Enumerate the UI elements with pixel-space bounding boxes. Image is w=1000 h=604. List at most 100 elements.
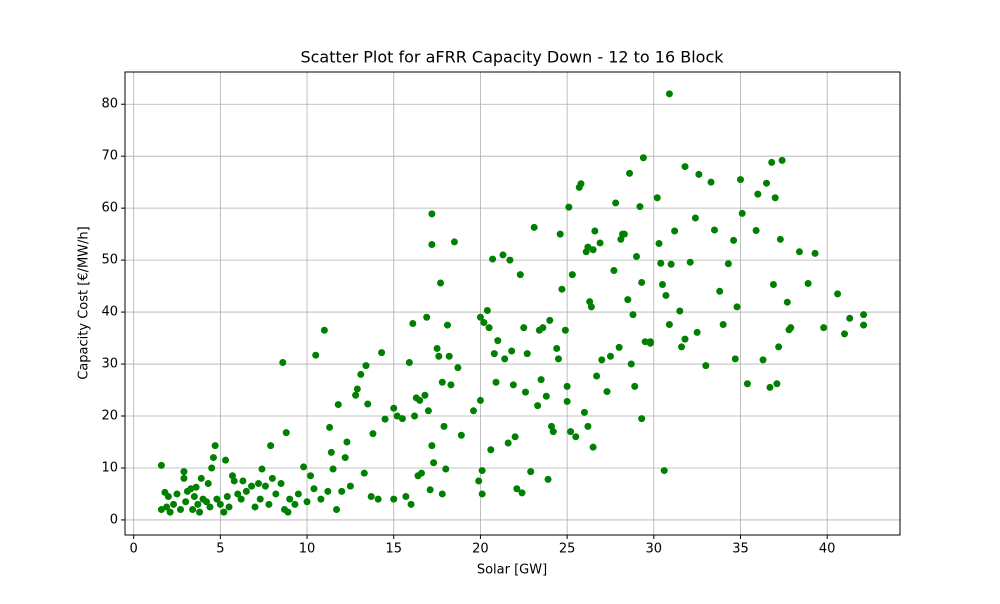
point xyxy=(860,311,868,319)
point xyxy=(411,412,419,420)
point xyxy=(662,291,670,299)
point xyxy=(469,407,477,415)
point xyxy=(267,442,275,450)
point xyxy=(202,498,210,506)
point xyxy=(509,381,517,389)
point xyxy=(795,248,803,256)
point xyxy=(629,311,637,319)
chart-title: Scatter Plot for aFRR Capacity Down - 12… xyxy=(300,48,724,67)
point xyxy=(567,428,575,436)
point xyxy=(738,209,746,217)
point xyxy=(320,326,328,334)
point xyxy=(775,343,783,351)
point xyxy=(546,316,554,324)
point xyxy=(223,493,231,501)
point xyxy=(440,422,448,430)
point xyxy=(778,156,786,164)
point xyxy=(367,493,375,501)
point xyxy=(445,352,453,360)
point xyxy=(691,214,699,222)
point xyxy=(435,352,443,360)
point xyxy=(362,362,370,370)
y-tick-label: 50 xyxy=(101,253,118,268)
point xyxy=(197,474,205,482)
point xyxy=(428,210,436,218)
point xyxy=(310,485,318,493)
point xyxy=(537,376,545,384)
x-tick-label: 35 xyxy=(732,542,749,557)
point xyxy=(766,383,774,391)
point xyxy=(624,296,632,304)
point xyxy=(615,343,623,351)
point xyxy=(209,454,217,462)
point xyxy=(303,498,311,506)
point xyxy=(492,378,500,386)
point xyxy=(190,493,198,501)
point xyxy=(736,176,744,184)
point xyxy=(234,490,242,498)
point xyxy=(157,461,165,469)
point xyxy=(716,287,724,295)
point xyxy=(553,344,561,352)
point xyxy=(437,279,445,287)
point xyxy=(522,388,530,396)
point xyxy=(572,433,580,441)
point xyxy=(312,351,320,359)
point xyxy=(180,468,188,476)
y-tick-label: 30 xyxy=(101,357,118,372)
point xyxy=(658,281,666,289)
point xyxy=(294,490,302,498)
point xyxy=(220,508,228,516)
point xyxy=(534,402,542,410)
point xyxy=(291,500,299,508)
point xyxy=(783,298,791,306)
point xyxy=(480,318,488,326)
point xyxy=(580,408,588,416)
point xyxy=(381,415,389,423)
point xyxy=(409,320,417,328)
point xyxy=(702,362,710,370)
point xyxy=(192,483,200,491)
point xyxy=(638,415,646,423)
point xyxy=(678,343,686,351)
point xyxy=(539,324,547,332)
point xyxy=(733,303,741,311)
point xyxy=(454,364,462,372)
point xyxy=(485,324,493,332)
x-axis-label: Solar [GW] xyxy=(477,563,547,578)
point xyxy=(251,503,259,511)
point xyxy=(695,170,703,178)
point xyxy=(402,493,410,501)
point xyxy=(676,307,684,315)
point xyxy=(523,350,531,358)
point xyxy=(759,356,767,364)
point xyxy=(773,380,781,388)
point xyxy=(163,503,171,511)
point xyxy=(752,226,760,234)
point xyxy=(846,314,854,322)
point xyxy=(563,382,571,390)
point xyxy=(710,226,718,234)
point xyxy=(213,495,221,503)
point xyxy=(324,487,332,495)
point xyxy=(489,255,497,263)
point xyxy=(665,90,673,98)
point xyxy=(476,313,484,321)
point xyxy=(504,439,512,447)
point xyxy=(208,464,216,472)
point xyxy=(442,465,450,473)
point xyxy=(811,249,819,257)
point xyxy=(776,235,784,243)
point xyxy=(279,358,287,366)
x-tick-label: 15 xyxy=(385,542,402,557)
point xyxy=(204,480,212,488)
point xyxy=(681,335,689,343)
point xyxy=(256,495,264,503)
point xyxy=(653,194,661,202)
point xyxy=(820,324,828,332)
point xyxy=(724,260,732,268)
point xyxy=(568,271,576,279)
x-tick-label: 40 xyxy=(819,542,836,557)
point xyxy=(646,339,654,347)
point xyxy=(430,459,438,467)
